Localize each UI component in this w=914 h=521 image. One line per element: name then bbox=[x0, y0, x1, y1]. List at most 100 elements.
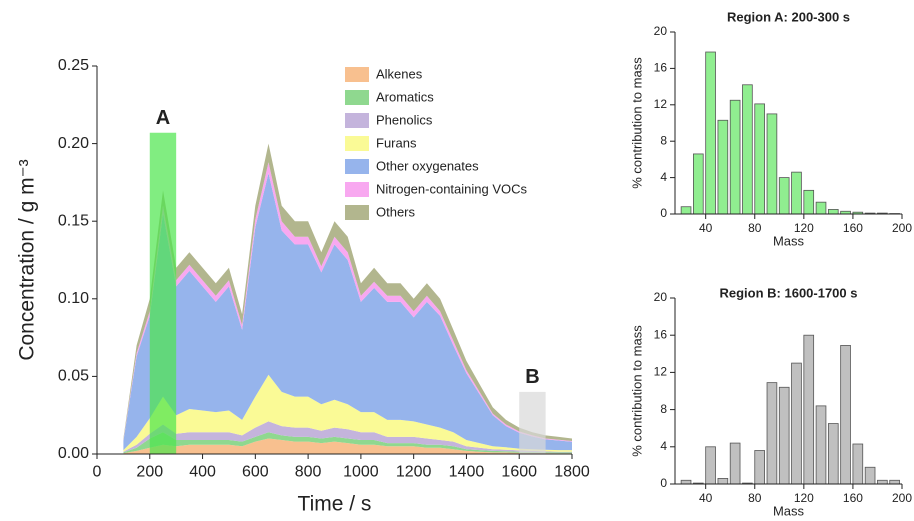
y-tick-label: 4 bbox=[660, 439, 667, 453]
bar bbox=[717, 119, 729, 215]
legend-label: Others bbox=[376, 204, 416, 219]
bar bbox=[717, 478, 729, 485]
bar bbox=[680, 206, 692, 215]
x-axis-label: Mass bbox=[773, 233, 805, 248]
region-label: A bbox=[156, 107, 170, 129]
y-tick-label: 0.25 bbox=[58, 57, 89, 74]
x-tick-label: 40 bbox=[699, 221, 713, 235]
bar bbox=[680, 479, 692, 485]
area bbox=[123, 438, 573, 454]
bar bbox=[778, 386, 790, 485]
region bbox=[149, 132, 177, 454]
x-tick-label: 1400 bbox=[449, 464, 485, 481]
bar bbox=[729, 442, 741, 485]
legend-swatch bbox=[345, 67, 369, 82]
y-tick-label: 16 bbox=[654, 327, 668, 341]
legend-label: Aromatics bbox=[376, 89, 434, 104]
y-tick-label: 0.10 bbox=[58, 290, 89, 307]
bar bbox=[729, 99, 741, 215]
bar bbox=[766, 382, 778, 485]
bar bbox=[827, 209, 839, 215]
legend-swatch bbox=[345, 159, 369, 174]
y-tick-label: 8 bbox=[660, 402, 667, 416]
bar bbox=[889, 479, 900, 485]
y-tick-label: 20 bbox=[654, 290, 668, 304]
x-tick-label: 0 bbox=[93, 464, 102, 481]
bar bbox=[754, 450, 765, 485]
legend-label: Nitrogen-containing VOCs bbox=[376, 181, 528, 196]
x-tick-label: 200 bbox=[892, 221, 912, 235]
legend-label: Other oxygenates bbox=[376, 158, 479, 173]
legend-label: Phenolics bbox=[376, 112, 433, 127]
bar bbox=[840, 345, 851, 485]
bar bbox=[852, 443, 864, 485]
area bbox=[123, 374, 573, 452]
x-tick-label: 400 bbox=[189, 464, 216, 481]
x-tick-label: 160 bbox=[843, 491, 863, 505]
legend-label: Furans bbox=[376, 135, 417, 150]
chart-title: Region A: 200-300 s bbox=[727, 9, 850, 24]
x-tick-label: 160 bbox=[843, 221, 863, 235]
y-tick-label: 0.00 bbox=[58, 445, 89, 462]
y-tick-label: 8 bbox=[660, 133, 667, 147]
bar bbox=[803, 189, 815, 215]
x-tick-label: 1800 bbox=[554, 464, 590, 481]
x-tick-label: 1600 bbox=[501, 464, 537, 481]
x-tick-label: 1200 bbox=[396, 464, 432, 481]
bar bbox=[693, 153, 704, 215]
bar bbox=[705, 51, 716, 215]
y-tick-label: 0 bbox=[660, 206, 667, 220]
x-tick-label: 120 bbox=[794, 221, 814, 235]
bar bbox=[778, 177, 790, 215]
region-label: B bbox=[525, 366, 539, 388]
y-tick-label: 4 bbox=[660, 170, 667, 184]
y-tick-label: 16 bbox=[654, 61, 668, 75]
area bbox=[123, 173, 573, 451]
region bbox=[519, 391, 546, 454]
bar bbox=[803, 334, 815, 485]
x-tick-label: 800 bbox=[295, 464, 322, 481]
area bbox=[123, 421, 573, 453]
legend-label: Alkenes bbox=[376, 66, 423, 81]
x-tick-label: 600 bbox=[242, 464, 269, 481]
x-tick-label: 120 bbox=[794, 491, 814, 505]
x-tick-label: 1000 bbox=[343, 464, 379, 481]
bar bbox=[815, 405, 827, 485]
y-axis-label: % contribution to mass bbox=[629, 57, 644, 189]
bar bbox=[791, 362, 802, 485]
bar bbox=[754, 103, 765, 215]
bar bbox=[791, 171, 802, 215]
legend-swatch bbox=[345, 182, 369, 197]
y-tick-label: 0.15 bbox=[58, 212, 89, 229]
y-axis-label: Concentration / g m⁻³ bbox=[16, 159, 39, 360]
y-tick-label: 12 bbox=[654, 365, 668, 379]
y-tick-label: 0.20 bbox=[58, 135, 89, 152]
legend-swatch bbox=[345, 90, 369, 105]
y-axis-label: % contribution to mass bbox=[629, 325, 644, 457]
bar bbox=[766, 113, 778, 215]
y-tick-label: 20 bbox=[654, 24, 668, 38]
x-tick-label: 200 bbox=[892, 491, 912, 505]
area bbox=[123, 143, 573, 441]
x-tick-label: 80 bbox=[748, 491, 762, 505]
x-tick-label: 200 bbox=[136, 464, 163, 481]
y-tick-label: 0 bbox=[660, 476, 667, 490]
bar bbox=[705, 446, 716, 485]
bar bbox=[742, 84, 753, 215]
bar bbox=[864, 466, 876, 485]
y-tick-label: 12 bbox=[654, 97, 668, 111]
chart-title: Region B: 1600-1700 s bbox=[719, 285, 857, 300]
legend-swatch bbox=[345, 205, 369, 220]
x-tick-label: 80 bbox=[748, 221, 762, 235]
bar bbox=[827, 423, 839, 485]
area bbox=[123, 432, 573, 454]
x-axis-label: Time / s bbox=[298, 493, 372, 516]
legend-swatch bbox=[345, 136, 369, 151]
bar bbox=[815, 201, 827, 215]
x-axis-label: Mass bbox=[773, 503, 805, 518]
legend-swatch bbox=[345, 113, 369, 128]
bar bbox=[877, 479, 888, 485]
x-tick-label: 40 bbox=[699, 491, 713, 505]
y-tick-label: 0.05 bbox=[58, 368, 89, 385]
